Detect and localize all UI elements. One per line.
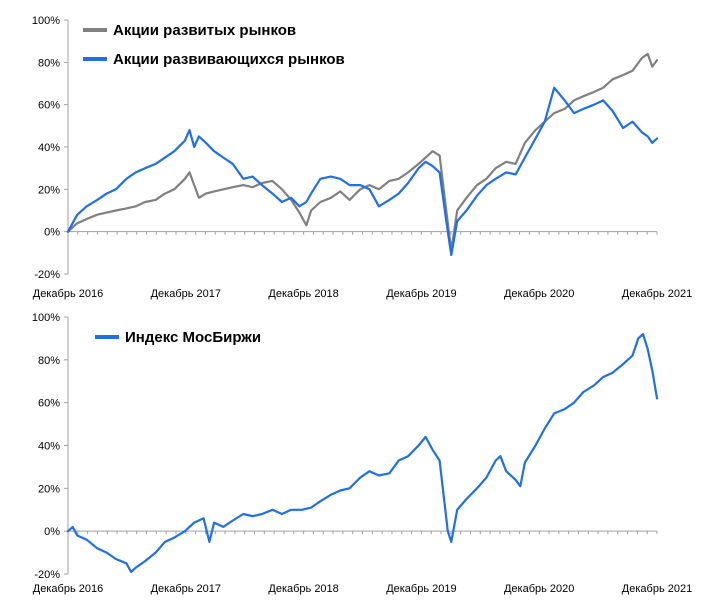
y-tick-label: 0%	[44, 526, 60, 538]
x-tick-label: Декабрь 2019	[386, 583, 456, 595]
y-tick-label: 100%	[32, 312, 60, 324]
x-tick-label: Декабрь 2017	[151, 583, 221, 595]
y-tick-label: 100%	[32, 15, 60, 27]
x-tick-label: Декабрь 2021	[622, 288, 692, 300]
y-tick-label: 40%	[38, 441, 60, 453]
legend-label: Акции развитых рынков	[113, 22, 296, 39]
x-tick-label: Декабрь 2016	[33, 583, 103, 595]
y-tick-label: 20%	[38, 184, 60, 196]
x-tick-label: Декабрь 2019	[386, 288, 456, 300]
x-tick-label: Декабрь 2020	[504, 583, 574, 595]
chart-panel-2: -20% 0% 20% 40% 60% 80% 100% Декабрь 2016 Декабр…	[32, 312, 692, 595]
series-line-1-1	[66, 52, 659, 252]
y-tick-label: -20%	[34, 269, 60, 281]
y-tick-label: 0%	[44, 227, 60, 239]
x-tick-label: Декабрь 2020	[504, 288, 574, 300]
legend-label: Акции развивающихся рынков	[113, 51, 345, 68]
x-tick-label: Декабрь 2017	[151, 288, 221, 300]
x-tick-label: Декабрь 2018	[268, 288, 338, 300]
x-tick-label: Декабрь 2016	[33, 288, 103, 300]
x-tick-label: Декабрь 2021	[622, 583, 692, 595]
y-tick-label: -20%	[34, 569, 60, 581]
series-line-2-1	[66, 333, 659, 574]
series-line-1-2	[66, 86, 659, 256]
y-tick-label: 80%	[38, 57, 60, 69]
chart-panel-1: -20% 0% 20% 40% 60% 80% 100% Декабрь 2016 Декабр…	[32, 15, 692, 300]
y-tick-label: 40%	[38, 142, 60, 154]
y-tick-label: 80%	[38, 355, 60, 367]
y-tick-label: 60%	[38, 100, 60, 112]
y-tick-label: 20%	[38, 483, 60, 495]
y-tick-label: 60%	[38, 398, 60, 410]
legend-label: Индекс МосБиржи	[125, 329, 261, 346]
x-tick-label: Декабрь 2018	[268, 583, 338, 595]
